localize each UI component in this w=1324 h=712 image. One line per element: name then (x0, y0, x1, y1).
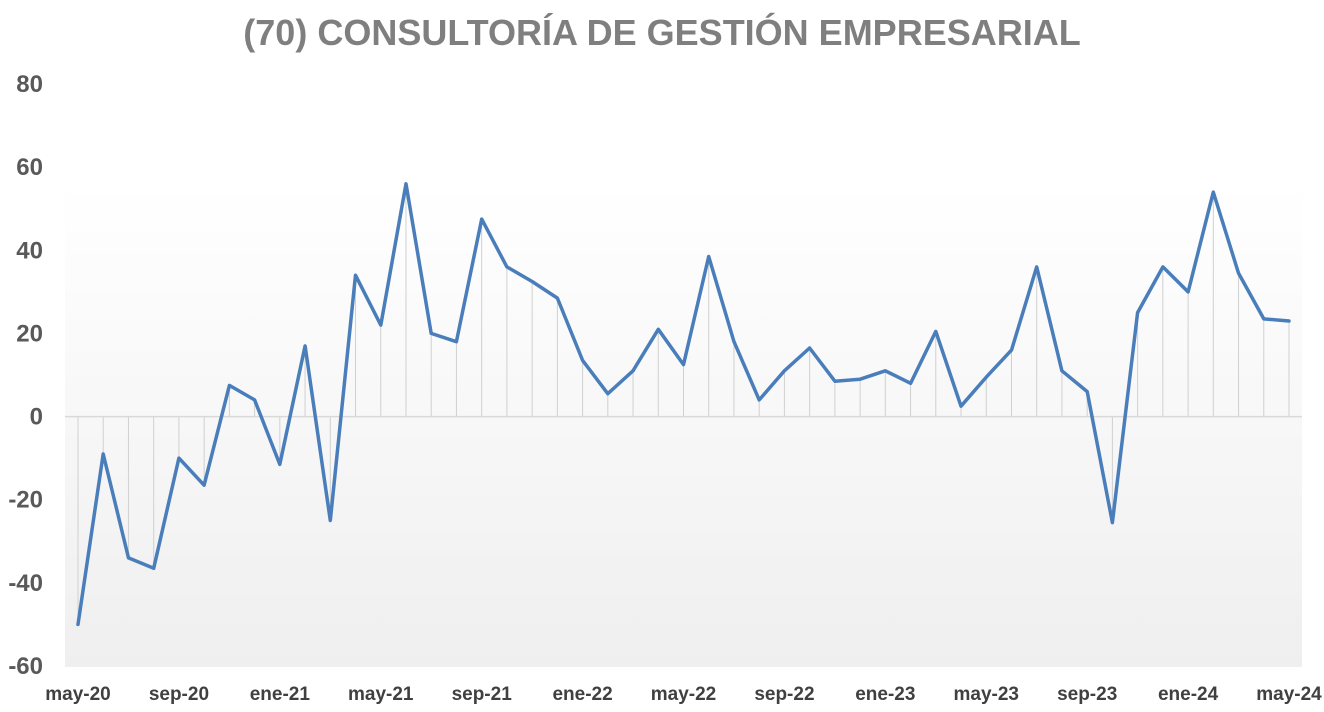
x-tick-label: may-24 (1256, 684, 1322, 705)
x-tick-label: may-22 (651, 684, 717, 705)
y-tick-label: -60 (8, 653, 43, 680)
y-tick-label: 60 (16, 154, 43, 181)
y-tick-label: 20 (16, 320, 43, 347)
y-tick-label: -40 (8, 570, 43, 597)
x-tick-label: may-21 (348, 684, 414, 705)
series-line (76, 182, 1291, 627)
x-tick-label: sep-23 (1057, 684, 1117, 705)
y-axis-tick-labels: 80 60 40 20 0 -20 -40 -60 (8, 71, 43, 680)
y-tick-label: 80 (16, 71, 43, 98)
x-tick-label: may-20 (45, 684, 111, 705)
x-tick-label: ene-21 (250, 684, 311, 705)
x-tick-label: ene-22 (552, 684, 612, 705)
y-tick-label: 0 (30, 404, 43, 431)
y-tick-label: -20 (8, 487, 43, 514)
x-tick-label: ene-24 (1158, 684, 1219, 705)
drop-lines (77, 183, 1290, 625)
x-tick-label: sep-21 (452, 684, 513, 705)
x-tick-label: sep-22 (754, 684, 814, 705)
x-axis-tick-labels: may-20 sep-20 ene-21 may-21 sep-21 ene-22 may-… (45, 684, 1322, 705)
plot-background (65, 183, 1302, 667)
x-tick-label: may-23 (954, 684, 1020, 705)
chart-title: (70) CONSULTORÍA DE GESTIÓN EMPRESARIAL (243, 12, 1081, 53)
x-tick-label: ene-23 (855, 684, 915, 705)
x-tick-label: sep-20 (149, 684, 209, 705)
y-tick-label: 40 (16, 237, 43, 264)
